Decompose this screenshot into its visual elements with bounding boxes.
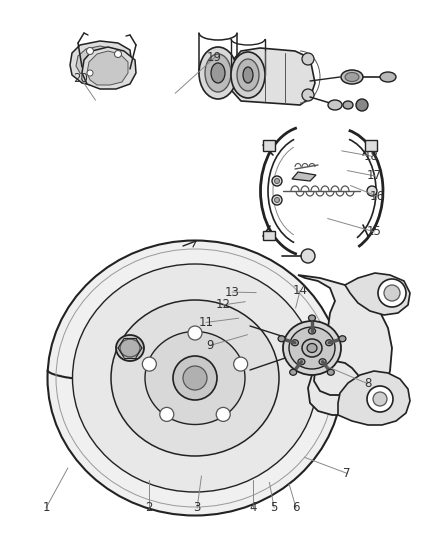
Ellipse shape [380, 72, 396, 82]
Polygon shape [365, 140, 377, 151]
Text: 15: 15 [367, 225, 382, 238]
Polygon shape [263, 231, 275, 240]
Ellipse shape [237, 59, 259, 91]
Circle shape [233, 357, 247, 371]
Text: 13: 13 [225, 286, 240, 298]
Circle shape [356, 99, 368, 111]
Ellipse shape [341, 70, 363, 84]
Ellipse shape [73, 264, 318, 492]
Polygon shape [82, 47, 136, 89]
Ellipse shape [290, 369, 297, 375]
Text: 14: 14 [293, 284, 307, 297]
Ellipse shape [278, 336, 285, 342]
Text: 12: 12 [216, 298, 231, 311]
Circle shape [367, 386, 393, 412]
Circle shape [114, 51, 121, 58]
Ellipse shape [243, 67, 253, 83]
Text: 6: 6 [292, 502, 300, 514]
Text: 8: 8 [364, 377, 371, 390]
Polygon shape [76, 46, 122, 80]
Circle shape [301, 249, 315, 263]
Circle shape [384, 285, 400, 301]
Polygon shape [298, 275, 392, 415]
Polygon shape [70, 41, 132, 87]
Circle shape [183, 366, 207, 390]
Circle shape [302, 53, 314, 65]
Circle shape [188, 326, 202, 340]
Ellipse shape [319, 359, 326, 365]
Text: 7: 7 [343, 467, 351, 480]
Ellipse shape [111, 300, 279, 456]
Ellipse shape [145, 332, 245, 424]
Ellipse shape [328, 100, 342, 110]
Circle shape [86, 47, 93, 54]
Text: 11: 11 [198, 316, 213, 329]
Ellipse shape [327, 369, 334, 375]
Text: 3: 3 [194, 502, 201, 514]
Ellipse shape [211, 63, 225, 83]
Ellipse shape [291, 340, 298, 346]
Ellipse shape [283, 321, 341, 375]
Ellipse shape [47, 240, 343, 515]
Ellipse shape [339, 336, 346, 342]
Text: 19: 19 [207, 51, 222, 64]
Text: 5: 5 [271, 502, 278, 514]
Circle shape [216, 407, 230, 422]
Circle shape [275, 198, 279, 203]
Circle shape [272, 195, 282, 205]
Circle shape [142, 357, 156, 371]
Circle shape [367, 186, 377, 196]
Circle shape [173, 356, 217, 400]
Circle shape [302, 89, 314, 101]
Polygon shape [87, 51, 128, 85]
Text: 20: 20 [74, 72, 88, 85]
Text: 17: 17 [367, 169, 382, 182]
Text: 9: 9 [206, 339, 214, 352]
Ellipse shape [231, 52, 265, 98]
Circle shape [373, 392, 387, 406]
Polygon shape [232, 48, 315, 105]
Polygon shape [345, 273, 410, 315]
Text: 4: 4 [249, 502, 257, 514]
Ellipse shape [302, 339, 322, 357]
Ellipse shape [343, 101, 353, 109]
Polygon shape [263, 140, 275, 151]
Ellipse shape [199, 47, 237, 99]
Ellipse shape [307, 343, 317, 352]
Polygon shape [292, 172, 316, 181]
Ellipse shape [345, 72, 359, 82]
Circle shape [160, 407, 174, 422]
Circle shape [87, 70, 93, 76]
Circle shape [272, 176, 282, 186]
Text: 18: 18 [364, 150, 379, 163]
Ellipse shape [120, 339, 140, 357]
Ellipse shape [308, 315, 315, 321]
Ellipse shape [298, 359, 305, 365]
Ellipse shape [205, 54, 231, 92]
Ellipse shape [116, 335, 144, 361]
Ellipse shape [289, 327, 335, 369]
Polygon shape [338, 371, 410, 425]
Circle shape [378, 279, 406, 307]
Ellipse shape [325, 340, 332, 346]
Text: 1: 1 [42, 502, 50, 514]
Text: 2: 2 [145, 502, 153, 514]
Ellipse shape [308, 328, 315, 334]
Text: 16: 16 [369, 190, 384, 203]
Circle shape [275, 179, 279, 183]
